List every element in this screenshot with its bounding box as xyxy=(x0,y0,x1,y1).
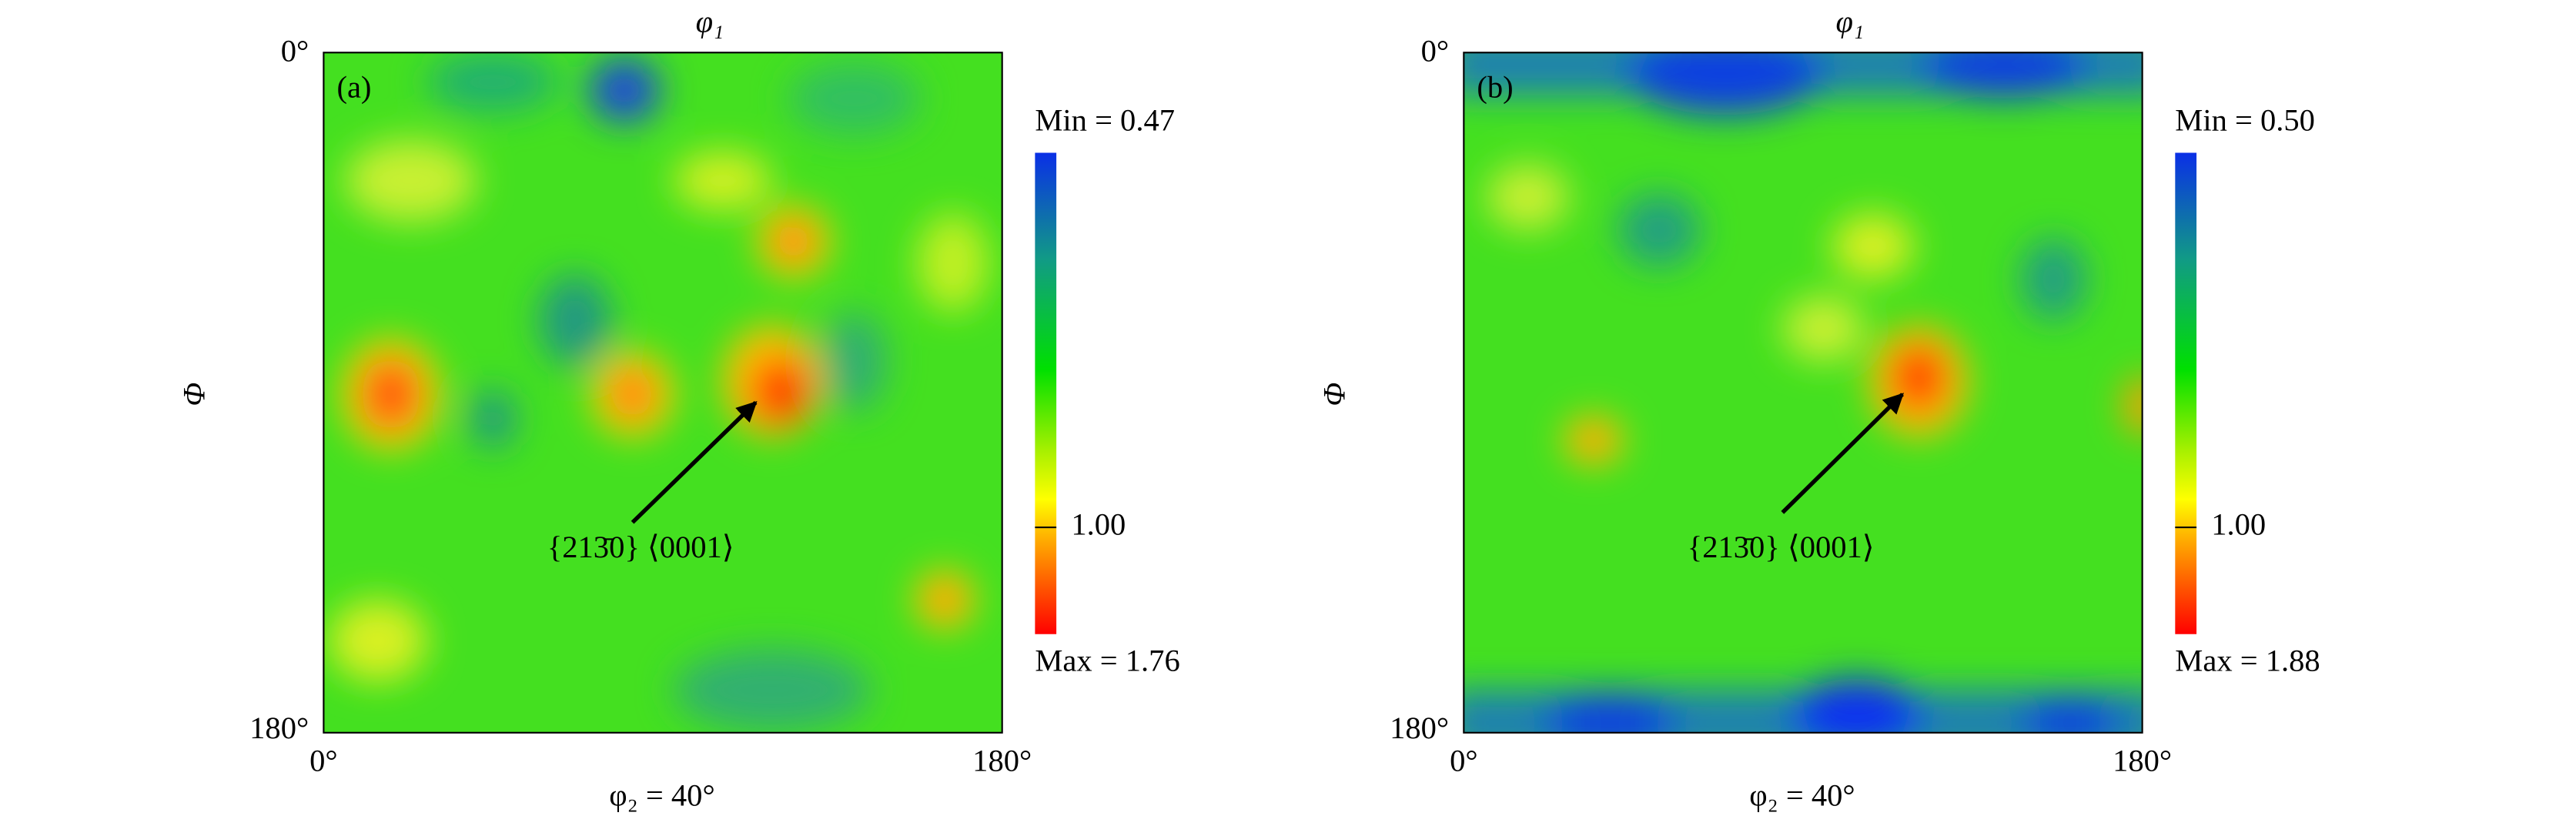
x-right-label: 180° xyxy=(972,744,1032,778)
x-axis-label: φ₂ = 40° xyxy=(1749,778,1855,812)
plot-frame xyxy=(1463,52,2143,734)
max-label: Max = 1.76 xyxy=(1035,643,1179,677)
left-axis-label: Φ xyxy=(1316,383,1351,406)
left-axis-label: Φ xyxy=(176,383,211,406)
y-top-label: 0° xyxy=(1421,34,1449,69)
x-left-label: 0° xyxy=(309,744,337,778)
colorbar xyxy=(2175,152,2197,634)
y-bottom-label: 180° xyxy=(249,711,309,745)
heatmap xyxy=(323,52,1002,733)
annotation: {213̄0} ⟨0001⟩ xyxy=(547,530,734,564)
colorbar xyxy=(1035,152,1057,634)
mid-label: 1.00 xyxy=(1071,507,1126,541)
top-axis-label: φ₁ xyxy=(1836,4,1865,38)
annotation: {213̄0} ⟨0001⟩ xyxy=(1688,530,1875,564)
plot-frame xyxy=(323,52,1003,734)
x-left-label: 0° xyxy=(1450,744,1477,778)
x-axis-label: φ₂ = 40° xyxy=(609,778,714,812)
panel-label: (a) xyxy=(336,70,371,105)
panel-label: (b) xyxy=(1477,70,1513,105)
y-top-label: 0° xyxy=(281,34,309,69)
max-label: Max = 1.88 xyxy=(2175,643,2320,677)
min-label: Min = 0.50 xyxy=(2175,102,2315,137)
min-label: Min = 0.47 xyxy=(1035,102,1175,137)
mid-label: 1.00 xyxy=(2211,507,2266,541)
y-bottom-label: 180° xyxy=(1390,711,1449,745)
top-axis-label: φ₁ xyxy=(696,4,724,38)
heatmap xyxy=(1464,52,2143,733)
arrow xyxy=(1781,393,1904,514)
x-right-label: 180° xyxy=(2113,744,2172,778)
arrow xyxy=(631,400,758,524)
